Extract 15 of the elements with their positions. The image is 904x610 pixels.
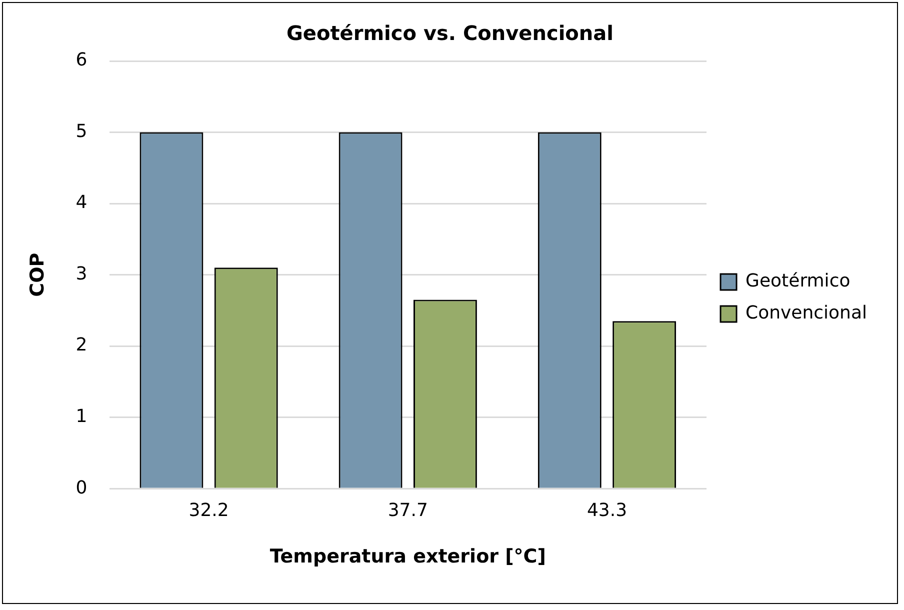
chart-title: Geotérmico vs. Convencional [286,21,614,46]
y-tick-label: 2 [76,334,88,356]
x-axis-title: Temperatura exterior [°C] [270,546,546,568]
y-tick-label: 1 [76,406,88,428]
y-tick-label: 0 [76,477,88,498]
y-tick-label: 3 [76,263,88,284]
legend-label: Convencional [746,302,868,324]
x-tick-label: 37.7 [388,500,428,522]
y-tick-label: 4 [76,192,88,214]
legend-label: Geotérmico [746,270,850,292]
y-tick-label: 6 [76,50,88,71]
y-axis-title: COP [26,252,48,297]
y-tick-label: 5 [76,120,88,142]
x-tick-label: 43.3 [586,500,628,522]
x-tick-label: 32.2 [188,500,229,522]
